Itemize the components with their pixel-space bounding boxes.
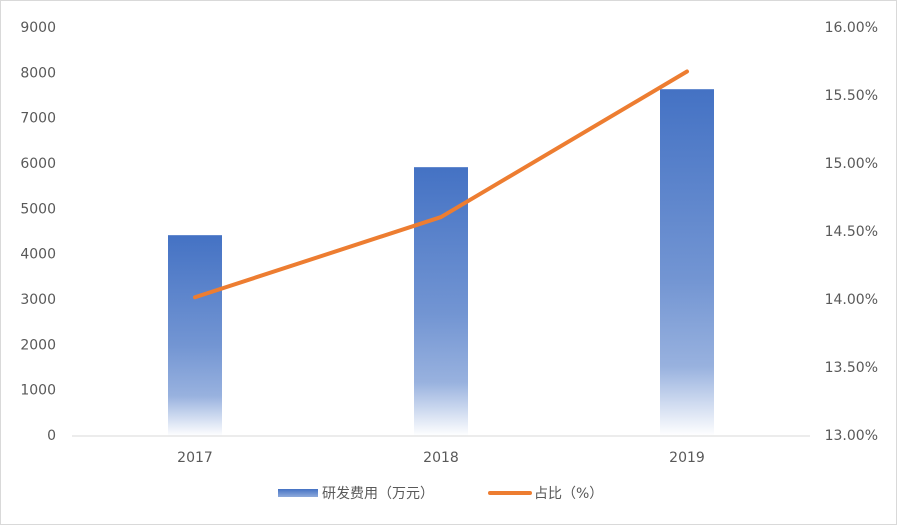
y2-tick-label: 15.50% (825, 88, 878, 104)
bar (414, 167, 468, 436)
bar (660, 89, 714, 436)
y-tick-label: 9000 (20, 20, 56, 36)
y2-tick-label: 13.50% (825, 360, 878, 376)
legend-label: 占比（%） (534, 486, 603, 502)
x-tick-label: 2018 (423, 450, 459, 466)
y-tick-label: 2000 (20, 337, 56, 353)
legend-swatch (278, 489, 318, 497)
bar (168, 235, 222, 436)
y-tick-label: 0 (47, 428, 56, 444)
y-tick-label: 1000 (20, 383, 56, 399)
y-tick-label: 5000 (20, 201, 56, 217)
legend-label: 研发费用（万元） (322, 486, 434, 502)
x-tick-label: 2017 (177, 450, 213, 466)
y2-tick-label: 16.00% (825, 20, 878, 36)
x-tick-label: 2019 (669, 450, 705, 466)
y-tick-label: 3000 (20, 292, 56, 308)
y2-tick-label: 14.00% (825, 292, 878, 308)
y-tick-label: 7000 (20, 111, 56, 127)
y2-tick-label: 15.00% (825, 156, 878, 172)
y2-tick-label: 13.00% (825, 428, 878, 444)
y2-tick-label: 14.50% (825, 224, 878, 240)
line (193, 69, 689, 300)
y-tick-label: 6000 (20, 156, 56, 172)
y-tick-label: 8000 (20, 65, 56, 81)
y-tick-label: 4000 (20, 247, 56, 263)
